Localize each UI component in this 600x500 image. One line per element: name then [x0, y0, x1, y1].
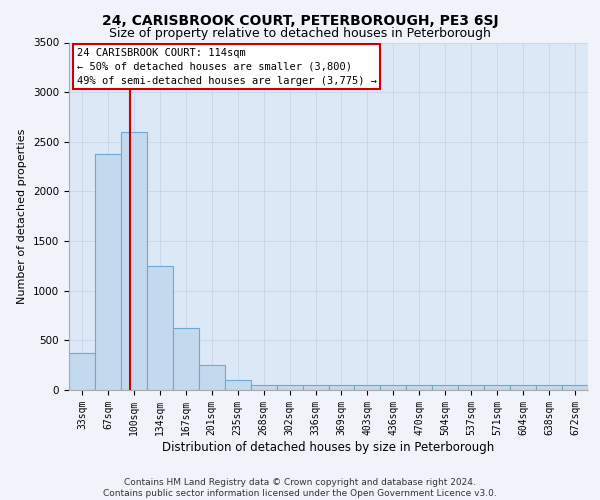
Bar	[95, 154, 121, 390]
Bar	[199, 365, 224, 390]
Bar	[433, 385, 458, 390]
Text: Contains HM Land Registry data © Crown copyright and database right 2024.
Contai: Contains HM Land Registry data © Crown c…	[103, 478, 497, 498]
Bar	[147, 266, 173, 390]
Bar	[510, 385, 536, 390]
Bar	[562, 385, 588, 390]
Y-axis label: Number of detached properties: Number of detached properties	[17, 128, 28, 304]
Bar	[225, 380, 251, 390]
Bar	[380, 385, 406, 390]
Text: 24 CARISBROOK COURT: 114sqm
← 50% of detached houses are smaller (3,800)
49% of : 24 CARISBROOK COURT: 114sqm ← 50% of det…	[77, 48, 377, 86]
Bar	[251, 385, 277, 390]
Bar	[173, 328, 199, 390]
Bar	[69, 353, 95, 390]
Text: Size of property relative to detached houses in Peterborough: Size of property relative to detached ho…	[109, 28, 491, 40]
Bar	[355, 385, 380, 390]
X-axis label: Distribution of detached houses by size in Peterborough: Distribution of detached houses by size …	[163, 440, 494, 454]
Bar	[329, 385, 355, 390]
Bar	[406, 385, 432, 390]
Text: 24, CARISBROOK COURT, PETERBOROUGH, PE3 6SJ: 24, CARISBROOK COURT, PETERBOROUGH, PE3 …	[101, 14, 499, 28]
Bar	[121, 132, 147, 390]
Bar	[277, 385, 302, 390]
Bar	[536, 385, 562, 390]
Bar	[484, 385, 510, 390]
Bar	[458, 385, 484, 390]
Bar	[302, 385, 329, 390]
